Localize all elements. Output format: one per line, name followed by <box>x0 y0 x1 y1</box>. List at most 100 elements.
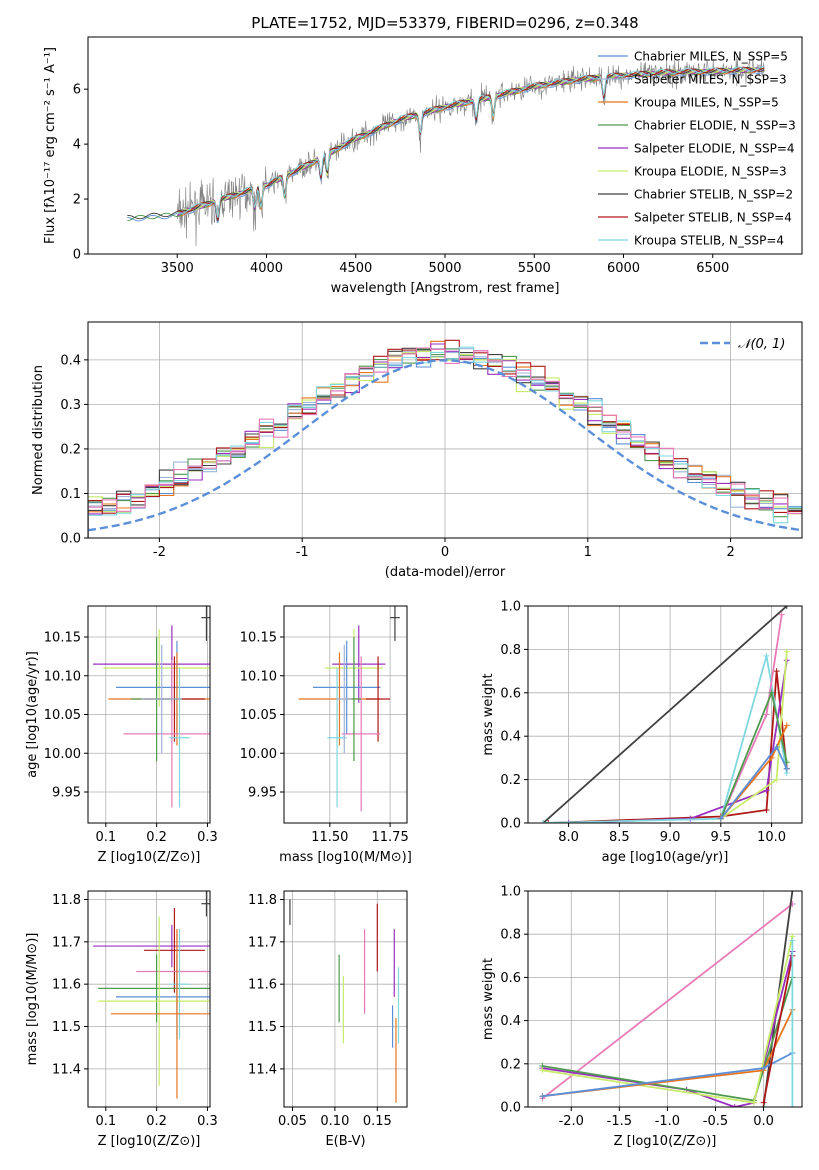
panel-weight-vs-Z: -2.0 -1.5 -1.0 -0.5 0.0 0.0 0.2 0.4 0.6 0.8 1.0 Z [… <box>481 885 803 1149</box>
y-tick-label: 0.4 <box>60 353 81 368</box>
plot-area <box>540 606 790 823</box>
y-tick-label: 11.5 <box>52 1020 81 1035</box>
x-tick-label: 1 <box>584 545 592 560</box>
y-tick-label: 0.2 <box>500 1057 521 1072</box>
mass-weight-point <box>545 820 552 823</box>
x-axis-label: age [log10(age/yr)] <box>602 850 729 865</box>
panel-spectrum: 3500 4000 4500 5000 5500 6000 6500 0 2 4 6 waveleng… <box>43 36 803 296</box>
x-tick-label: 4500 <box>339 261 372 276</box>
x-tick-label: 11.75 <box>372 830 409 845</box>
y-tick-label: 1.0 <box>500 885 521 900</box>
x-tick-label: 6500 <box>696 261 729 276</box>
spectrum-model-line <box>176 67 765 222</box>
y-tick-label: 0.3 <box>60 398 81 413</box>
y-tick-label: 0.0 <box>500 817 521 832</box>
y-tick-label: 10.15 <box>240 631 277 646</box>
spectrum-model-line <box>177 65 765 219</box>
x-tick-label: 0.05 <box>278 1114 307 1129</box>
mass-weight-point <box>783 765 790 772</box>
legend-label: Chabrier STELIB, N_SSP=2 <box>634 188 793 202</box>
y-tick-label: 0.6 <box>500 686 521 701</box>
spectrum-model-line <box>127 66 765 221</box>
axes-frame <box>283 605 408 824</box>
mass-weight-point <box>778 611 785 618</box>
y-tick-label: 0.4 <box>500 1014 521 1029</box>
y-tick-label: 11.4 <box>248 1062 277 1077</box>
mass-weight-point <box>789 891 796 894</box>
x-tick-label: -2.0 <box>559 1114 584 1129</box>
x-tick-label: 4000 <box>250 261 283 276</box>
x-axis-label: Z [log10(Z/Z⊙)] <box>614 1134 717 1149</box>
x-tick-label: 0 <box>441 545 449 560</box>
panel-age-vs-mass: 11.50 11.75 9.95 10.00 10.05 10.10 10.15 mass [… <box>240 605 412 865</box>
y-tick-label: 10.10 <box>240 669 277 684</box>
legend-label: Kroupa STELIB, N_SSP=4 <box>634 234 784 248</box>
y-axis-label: mass [log10(M/M⊙)] <box>25 933 40 1066</box>
mass-weight-line <box>542 606 788 823</box>
x-tick-label: 0.2 <box>146 1114 167 1129</box>
x-tick-label: 9.5 <box>710 830 731 845</box>
legend-label: Kroupa ELODIE, N_SSP=3 <box>634 165 787 179</box>
y-tick-label: 11.7 <box>248 935 277 950</box>
mass-weight-point <box>783 722 790 729</box>
x-tick-label: 0.1 <box>95 830 116 845</box>
mass-weight-line <box>541 903 793 1100</box>
x-axis-label: wavelength [Angstrom, rest frame] <box>331 281 560 296</box>
x-tick-label: 0.3 <box>197 1114 218 1129</box>
plot-area <box>93 606 210 808</box>
x-axis-label: Z [log10(Z/Z⊙)] <box>98 850 201 865</box>
mass-weight-point <box>773 668 780 675</box>
mass-weight-point <box>763 652 770 659</box>
y-tick-label: 4 <box>73 138 81 153</box>
mass-weight-point <box>717 815 724 822</box>
y-axis-label: Flux [fλ10⁻¹⁷ erg cm⁻² s⁻¹ A⁻¹] <box>43 47 58 244</box>
x-tick-label: -0.5 <box>703 1114 728 1129</box>
spectrum-model-line <box>177 66 765 221</box>
mass-weight-point <box>750 1099 757 1106</box>
plot-area <box>298 606 400 812</box>
y-axis-label: Normed distribution <box>31 365 46 495</box>
x-tick-label: 0.3 <box>197 830 218 845</box>
y-tick-label: 11.6 <box>248 978 277 993</box>
y-tick-label: 1.0 <box>500 600 521 615</box>
y-tick-label: 10.00 <box>240 747 277 762</box>
mass-weight-point <box>763 711 770 718</box>
mass-weight-point <box>760 1099 767 1106</box>
legend-label: Salpeter MILES, N_SSP=3 <box>634 73 787 87</box>
mass-weight-point <box>773 776 780 783</box>
y-tick-label: 0.0 <box>60 532 81 547</box>
mass-weight-point <box>763 806 770 813</box>
mass-weight-point <box>783 606 790 609</box>
y-tick-label: 10.10 <box>44 669 81 684</box>
legend-label: Salpeter ELODIE, N_SSP=4 <box>634 142 795 156</box>
panel-mass-vs-Z: 0.1 0.2 0.3 11.4 11.5 11.6 11.7 11.8 Z [log10(Z/… <box>25 890 218 1149</box>
x-tick-label: -1 <box>296 545 309 560</box>
mass-weight-point <box>789 937 796 944</box>
plot-area <box>289 899 400 1103</box>
y-tick-label: 10.05 <box>44 708 81 723</box>
y-tick-label: 0.8 <box>500 928 521 943</box>
legend-label: 𝒩(0, 1) <box>738 337 785 352</box>
y-tick-label: 0.2 <box>500 773 521 788</box>
plot-area <box>93 891 210 1099</box>
y-tick-label: 11.8 <box>248 893 277 908</box>
x-tick-label: -1.5 <box>607 1114 632 1129</box>
mass-weight-point <box>768 754 775 761</box>
y-tick-label: 2 <box>73 193 81 208</box>
y-axis-label: mass weight <box>481 673 496 755</box>
y-tick-label: 0.8 <box>500 643 521 658</box>
mass-weight-point <box>539 1067 546 1074</box>
plot-area <box>127 56 765 247</box>
x-tick-label: 8.5 <box>609 830 630 845</box>
mass-weight-point <box>540 820 547 823</box>
axes-frame <box>283 890 408 1108</box>
x-tick-label: 3500 <box>161 261 194 276</box>
y-tick-label: 11.6 <box>52 978 81 993</box>
y-tick-label: 6 <box>73 83 81 98</box>
y-tick-label: 0.6 <box>500 971 521 986</box>
y-tick-label: 10.05 <box>240 708 277 723</box>
y-tick-label: 11.4 <box>52 1062 81 1077</box>
mass-weight-point <box>773 744 780 751</box>
